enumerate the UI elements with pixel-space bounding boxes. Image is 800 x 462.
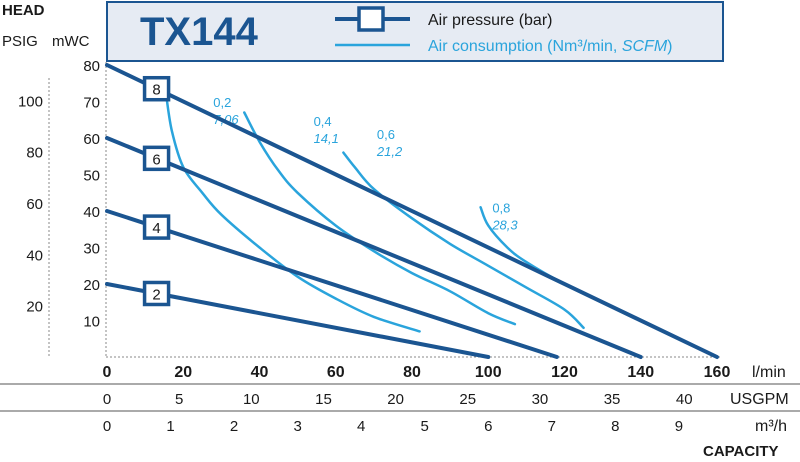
x-lmin-tick-label: 0 — [103, 364, 112, 381]
pressure-line-4 — [105, 209, 559, 359]
pressure-line-2 — [105, 282, 491, 359]
mwc-label: mWC — [52, 33, 90, 50]
x-lmin-tick-label: 160 — [704, 364, 731, 381]
pressure-marker-label: 6 — [152, 151, 160, 168]
legend-pressure-label: Air pressure (bar) — [428, 12, 552, 29]
y-mwc-tick-label: 70 — [83, 95, 100, 112]
psig-label: PSIG — [2, 33, 38, 50]
consumption-label: 0,6 — [377, 127, 395, 142]
chart-title: TX144 — [140, 10, 259, 54]
x-usgpm-tick-label: 10 — [243, 391, 260, 408]
consumption-label: 0,4 — [314, 114, 332, 129]
x-m3h-tick-label: 3 — [293, 418, 301, 435]
x-m3h-tick-label: 5 — [421, 418, 429, 435]
x-m3h-tick-label: 1 — [166, 418, 174, 435]
x-m3h-tick-label: 2 — [230, 418, 238, 435]
legend-consumption-tail: ) — [667, 38, 672, 55]
x-usgpm-tick-label: 0 — [103, 391, 111, 408]
consumption-curve-0-6 — [342, 151, 585, 330]
x-lmin-tick-label: 140 — [627, 364, 654, 381]
x-usgpm-tick-label: 20 — [387, 391, 404, 408]
x-lmin-tick-label: 80 — [403, 364, 421, 381]
y-mwc-tick-label: 40 — [83, 204, 100, 221]
consumption-sublabel: 28,3 — [491, 218, 518, 233]
legend-consumption-italic: SCFM — [622, 38, 668, 55]
pressure-line-8 — [105, 63, 719, 359]
y-mwc-tick-label: 60 — [83, 131, 100, 148]
legend-consumption-label: Air consumption (Nm³/min, SCFM) — [428, 38, 672, 55]
pressure-marker-4 — [142, 214, 171, 240]
x-m3h-tick-label: 9 — [675, 418, 683, 435]
y-mwc-tick-label: 20 — [83, 277, 100, 294]
y-mwc-tick-label: 30 — [83, 241, 100, 258]
x-m3h-tick-label: 8 — [611, 418, 619, 435]
pressure-marker-2 — [142, 280, 171, 307]
y-psig-tick-label: 40 — [26, 247, 43, 264]
legend: Air pressure (bar) Air consumption (Nm³/… — [335, 6, 672, 55]
x-lmin-tick-label: 20 — [174, 364, 192, 381]
x-lmin-tick-label: 60 — [327, 364, 345, 381]
x-lmin-tick-label: 100 — [475, 364, 502, 381]
y-psig-tick-label: 60 — [26, 196, 43, 213]
y-psig-tick-label: 20 — [26, 299, 43, 316]
y-mwc-tick-label: 50 — [83, 168, 100, 185]
consumption-label: 0,8 — [492, 201, 510, 216]
x-m3h-tick-label: 4 — [357, 418, 365, 435]
pressure-marker-8 — [142, 75, 171, 102]
x-usgpm-tick-label: 35 — [604, 391, 621, 408]
x-m3h-unit: m³/h — [755, 418, 787, 435]
capacity-label: CAPACITY — [703, 443, 779, 460]
x-usgpm-tick-label: 25 — [459, 391, 476, 408]
pressure-marker-label: 2 — [152, 286, 160, 303]
x-usgpm-tick-label: 30 — [532, 391, 549, 408]
consumption-curve-0-2 — [164, 92, 421, 333]
pressure-marker-label: 4 — [152, 220, 160, 237]
consumption-sublabel: 21,2 — [376, 144, 403, 159]
x-m3h-tick-label: 7 — [548, 418, 556, 435]
legend-consumption-main: Air consumption (Nm³/min, — [428, 38, 622, 55]
x-lmin-tick-label: 120 — [551, 364, 578, 381]
x-usgpm-tick-label: 15 — [315, 391, 332, 408]
x-lmin-unit: l/min — [752, 364, 786, 381]
y-mwc-tick-label: 80 — [83, 58, 100, 75]
y-psig-tick-label: 80 — [26, 145, 43, 162]
x-m3h-tick-label: 6 — [484, 418, 492, 435]
x-lmin-tick-label: 40 — [251, 364, 269, 381]
y-mwc-tick-label: 10 — [83, 314, 100, 331]
pressure-line-6 — [105, 136, 643, 359]
pressure-marker-6 — [142, 145, 171, 172]
x-usgpm-tick-label: 5 — [175, 391, 183, 408]
consumption-sublabel: 14,1 — [314, 131, 339, 146]
x-usgpm-unit: USGPM — [730, 391, 789, 408]
header-box — [106, 1, 724, 62]
x-usgpm-tick-label: 40 — [676, 391, 693, 408]
y-psig-tick-label: 100 — [18, 93, 43, 110]
pressure-marker-label: 8 — [152, 82, 160, 99]
legend-pressure-marker — [357, 6, 385, 32]
x-m3h-tick-label: 0 — [103, 418, 111, 435]
consumption-label: 0,2 — [213, 95, 231, 110]
head-label: HEAD — [2, 2, 45, 19]
